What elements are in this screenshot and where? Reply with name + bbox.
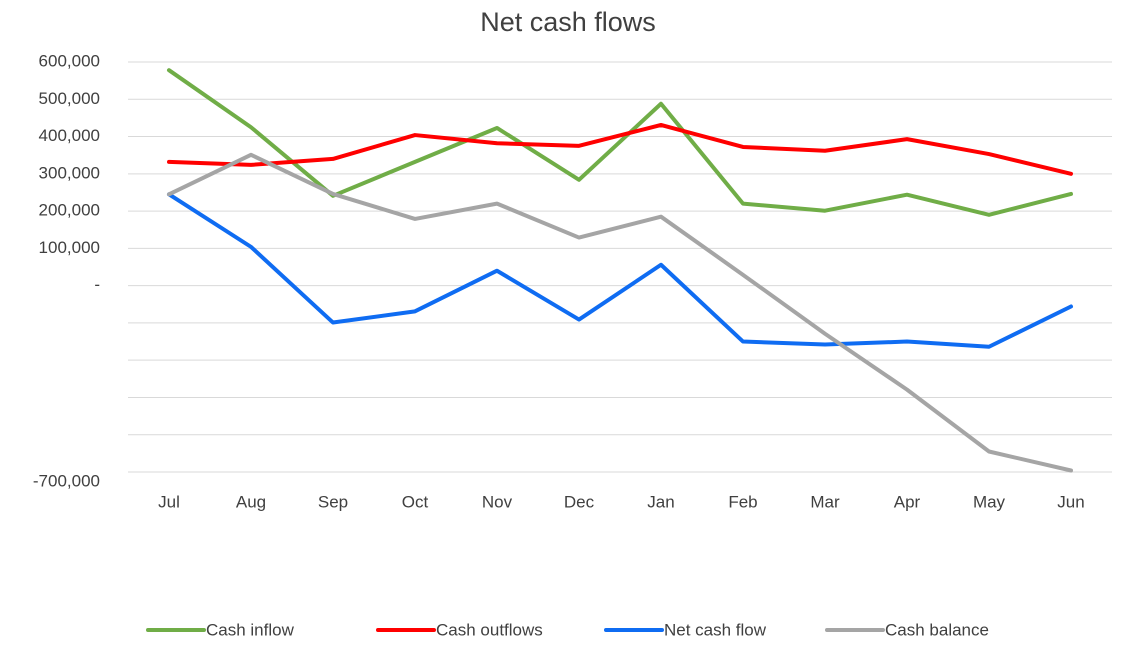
x-tick-label: Oct xyxy=(402,492,429,511)
chart-title: Net cash flows xyxy=(480,7,656,37)
y-tick-label: 400,000 xyxy=(39,126,100,145)
y-bottom-label: -700,000 xyxy=(33,471,100,490)
x-tick-label: Jun xyxy=(1057,492,1084,511)
x-tick-label: Nov xyxy=(482,492,513,511)
legend-label: Cash inflow xyxy=(206,620,295,639)
x-tick-label: Jan xyxy=(647,492,674,511)
legend-label: Cash balance xyxy=(885,620,989,639)
series-line xyxy=(167,122,1073,176)
legend-label: Cash outflows xyxy=(436,620,543,639)
x-tick-label: Mar xyxy=(810,492,840,511)
x-tick-label: Jul xyxy=(158,492,180,511)
series-line xyxy=(167,68,1073,217)
y-tick-label: 300,000 xyxy=(39,163,100,182)
legend-label: Net cash flow xyxy=(664,620,767,639)
x-tick-label: May xyxy=(973,492,1006,511)
y-tick-label: 200,000 xyxy=(39,201,100,220)
x-tick-label: Aug xyxy=(236,492,266,511)
series-line xyxy=(167,152,1073,473)
y-tick-label: - xyxy=(94,275,100,294)
y-tick-label: 600,000 xyxy=(39,51,100,70)
y-tick-label: 500,000 xyxy=(39,89,100,108)
y-tick-label: 100,000 xyxy=(39,238,100,257)
x-tick-label: Dec xyxy=(564,492,595,511)
x-tick-label: Feb xyxy=(728,492,757,511)
x-tick-label: Sep xyxy=(318,492,348,511)
x-tick-label: Apr xyxy=(894,492,921,511)
series-line xyxy=(167,192,1073,349)
